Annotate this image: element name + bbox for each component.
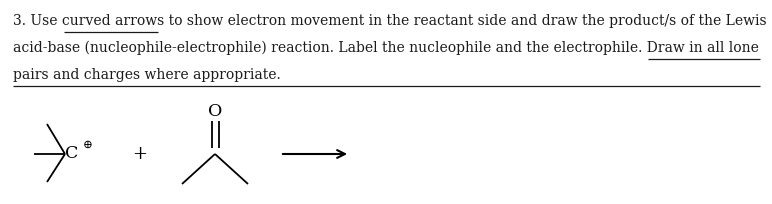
- Text: pairs and charges where appropriate.: pairs and charges where appropriate.: [13, 68, 281, 82]
- Text: C: C: [66, 145, 79, 163]
- Text: ⊕: ⊕: [83, 137, 93, 151]
- Text: acid-base (nucleophile-electrophile) reaction. Label the nucleophile and the ele: acid-base (nucleophile-electrophile) rea…: [13, 41, 759, 55]
- Text: +: +: [133, 145, 147, 163]
- Text: 3. Use curved arrows to show electron movement in the reactant side and draw the: 3. Use curved arrows to show electron mo…: [13, 14, 767, 28]
- Text: O: O: [208, 103, 222, 121]
